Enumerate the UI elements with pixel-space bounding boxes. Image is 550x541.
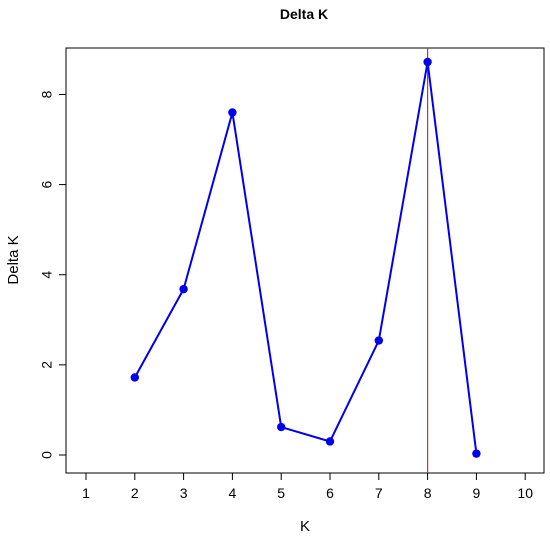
y-axis: 0 2 4 6 8: [39, 90, 67, 459]
chart-title: Delta K: [280, 6, 328, 22]
x-tick-label: 2: [131, 485, 139, 501]
x-tick-label: 1: [82, 485, 90, 501]
data-point: [423, 57, 432, 67]
x-tick-label: 7: [375, 485, 383, 501]
data-point: [228, 108, 237, 117]
x-tick-label: 9: [473, 485, 481, 501]
x-tick-label: 4: [229, 485, 237, 501]
y-tick-label: 0: [39, 451, 55, 459]
plot-frame: [65, 47, 545, 474]
data-point: [325, 437, 335, 446]
x-axis-label: K: [300, 518, 310, 535]
data-point: [374, 336, 383, 345]
series-group: [130, 57, 481, 458]
data-point: [179, 284, 188, 294]
x-tick-label: 8: [424, 485, 432, 501]
x-tick-label: 5: [277, 485, 285, 501]
x-tick-label: 3: [180, 485, 188, 501]
x-tick-label: 10: [517, 485, 533, 501]
y-axis-label: Delta K: [5, 235, 22, 284]
y-tick-label: 4: [39, 271, 55, 279]
y-tick-label: 2: [39, 361, 55, 369]
series-line: [133, 61, 478, 454]
data-point: [130, 373, 139, 382]
x-axis: 1 2 3 4 5 6 7 8 9 10: [82, 472, 533, 501]
y-tick-label: 8: [39, 90, 55, 98]
data-point: [472, 449, 481, 458]
y-tick-label: 6: [39, 180, 55, 188]
x-tick-label: 6: [326, 485, 334, 501]
data-point: [277, 422, 286, 432]
